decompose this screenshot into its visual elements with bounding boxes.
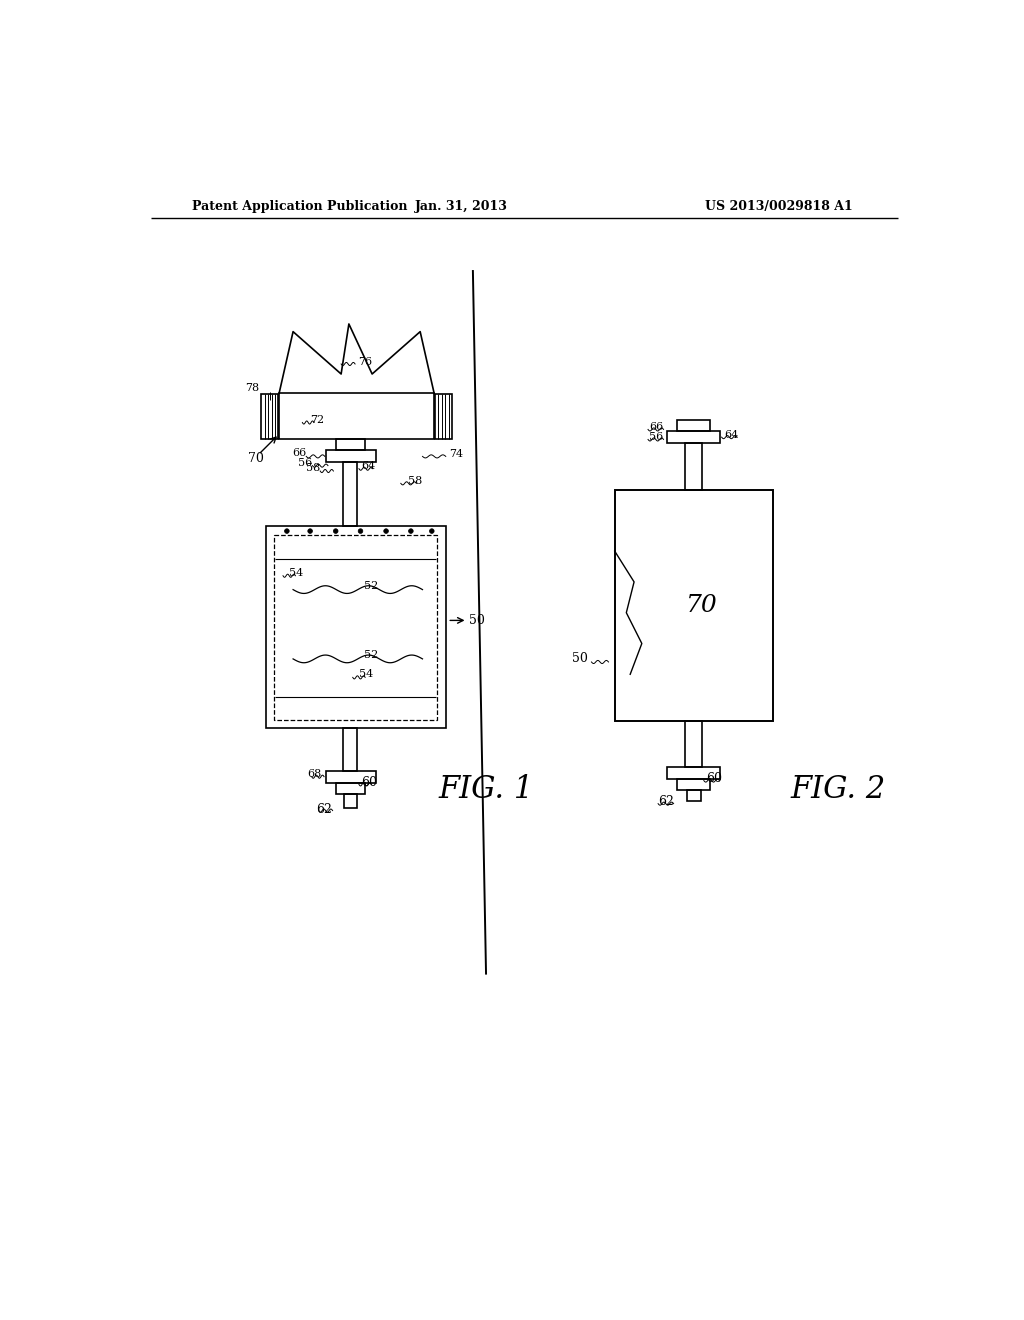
Bar — [343, 462, 357, 527]
Text: 60: 60 — [361, 776, 377, 788]
Bar — [685, 444, 702, 490]
Bar — [668, 430, 720, 444]
Circle shape — [384, 529, 388, 533]
Circle shape — [358, 529, 362, 533]
Circle shape — [409, 529, 414, 533]
Text: US 2013/0029818 A1: US 2013/0029818 A1 — [706, 199, 853, 213]
Text: 50: 50 — [571, 652, 588, 665]
Circle shape — [429, 529, 434, 533]
Bar — [668, 767, 720, 779]
Text: 64: 64 — [361, 461, 376, 471]
Bar — [336, 440, 366, 450]
Bar — [326, 771, 376, 783]
Text: 76: 76 — [358, 358, 373, 367]
Bar — [274, 535, 437, 719]
Text: 60: 60 — [707, 772, 722, 785]
Bar — [266, 527, 445, 729]
Bar — [678, 420, 710, 430]
Text: 72: 72 — [310, 416, 325, 425]
Bar — [614, 490, 773, 721]
Text: 52: 52 — [365, 649, 379, 660]
Bar — [685, 721, 702, 767]
Text: FIG. 2: FIG. 2 — [791, 775, 886, 805]
Text: 58: 58 — [306, 463, 321, 473]
Bar — [336, 783, 366, 793]
Text: Patent Application Publication: Patent Application Publication — [191, 199, 408, 213]
Text: 62: 62 — [657, 795, 674, 808]
Bar — [326, 450, 376, 462]
Text: 66: 66 — [292, 449, 306, 458]
Text: 54: 54 — [289, 568, 303, 578]
Circle shape — [334, 529, 338, 533]
Text: 50: 50 — [469, 614, 485, 627]
Circle shape — [285, 529, 289, 533]
Text: 64: 64 — [724, 430, 738, 440]
Text: 54: 54 — [359, 669, 373, 680]
Text: Jan. 31, 2013: Jan. 31, 2013 — [415, 199, 508, 213]
Bar — [687, 789, 700, 800]
Text: 68: 68 — [307, 770, 322, 779]
Text: 56: 56 — [298, 458, 312, 469]
Bar — [343, 729, 357, 771]
Text: 52: 52 — [365, 581, 379, 591]
Text: 58: 58 — [409, 477, 423, 486]
Text: 70: 70 — [686, 594, 718, 616]
Text: 70: 70 — [248, 453, 264, 465]
Text: 74: 74 — [450, 449, 464, 459]
Bar — [280, 393, 434, 440]
Text: 56: 56 — [649, 432, 664, 442]
Bar — [261, 395, 279, 438]
Text: FIG. 1: FIG. 1 — [438, 775, 534, 805]
Bar — [344, 793, 356, 808]
Text: 62: 62 — [316, 803, 332, 816]
Bar — [435, 395, 452, 438]
Circle shape — [308, 529, 312, 533]
Text: 66: 66 — [649, 422, 664, 432]
Text: 78: 78 — [246, 383, 260, 393]
Bar — [678, 779, 710, 789]
